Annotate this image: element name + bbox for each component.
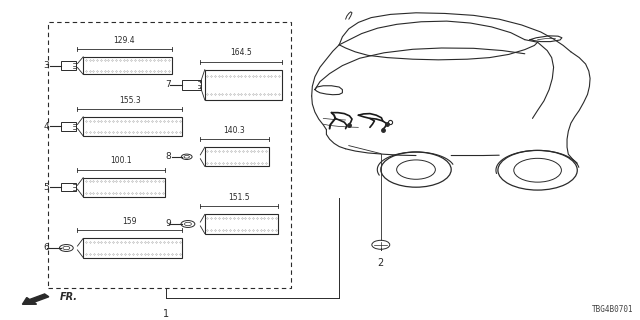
Text: TBG4B0701: TBG4B0701	[592, 305, 634, 314]
Text: 151.5: 151.5	[228, 193, 250, 202]
Bar	[205, 147, 269, 166]
Bar	[48, 22, 291, 288]
Text: 140.3: 140.3	[224, 126, 245, 135]
Bar	[205, 70, 282, 100]
Bar	[83, 57, 172, 74]
Text: 1: 1	[163, 309, 170, 319]
Text: 7: 7	[165, 80, 171, 89]
Bar	[205, 214, 278, 234]
Text: 3: 3	[44, 61, 49, 70]
FancyArrow shape	[22, 294, 49, 304]
Text: 5: 5	[44, 183, 49, 192]
Text: 9: 9	[165, 220, 171, 228]
Text: 129.4: 129.4	[114, 36, 135, 44]
Text: 4: 4	[44, 122, 49, 131]
Text: 6: 6	[44, 244, 49, 252]
Bar	[83, 238, 182, 258]
Text: 164.5: 164.5	[230, 48, 252, 58]
Bar	[83, 178, 165, 197]
Text: 100.1: 100.1	[111, 156, 132, 165]
Bar	[83, 117, 182, 136]
Text: 8: 8	[165, 152, 171, 161]
Text: 2: 2	[378, 258, 384, 268]
Text: FR.: FR.	[60, 292, 77, 302]
Text: 159: 159	[123, 217, 137, 226]
Text: 155.3: 155.3	[119, 96, 141, 105]
